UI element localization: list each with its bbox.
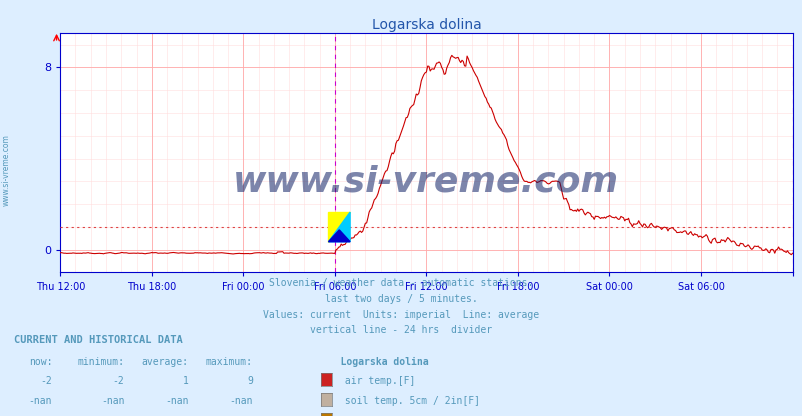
Text: maximum:: maximum: [205,357,253,366]
Text: Values: current  Units: imperial  Line: average: Values: current Units: imperial Line: av… [263,310,539,319]
Text: 9: 9 [247,376,253,386]
Text: last two days / 5 minutes.: last two days / 5 minutes. [325,294,477,304]
Polygon shape [328,212,350,242]
Text: now:: now: [29,357,52,366]
Text: -nan: -nan [101,396,124,406]
Title: Logarska dolina: Logarska dolina [371,18,480,32]
Text: air temp.[F]: air temp.[F] [338,376,415,386]
Text: Logarska dolina: Logarska dolina [317,357,428,366]
Text: CURRENT AND HISTORICAL DATA: CURRENT AND HISTORICAL DATA [14,335,183,345]
Text: 1: 1 [183,376,188,386]
Text: minimum:: minimum: [77,357,124,366]
Text: www.si-vreme.com: www.si-vreme.com [2,135,11,206]
Text: -nan: -nan [165,396,188,406]
Text: -2: -2 [40,376,52,386]
Text: -nan: -nan [29,396,52,406]
Text: www.si-vreme.com: www.si-vreme.com [233,165,618,198]
Text: -2: -2 [112,376,124,386]
Polygon shape [328,230,350,242]
Polygon shape [328,212,350,242]
Text: -nan: -nan [229,396,253,406]
Text: average:: average: [141,357,188,366]
Text: Slovenia / weather data - automatic stations.: Slovenia / weather data - automatic stat… [269,278,533,288]
Text: vertical line - 24 hrs  divider: vertical line - 24 hrs divider [310,325,492,335]
Text: soil temp. 5cm / 2in[F]: soil temp. 5cm / 2in[F] [338,396,480,406]
